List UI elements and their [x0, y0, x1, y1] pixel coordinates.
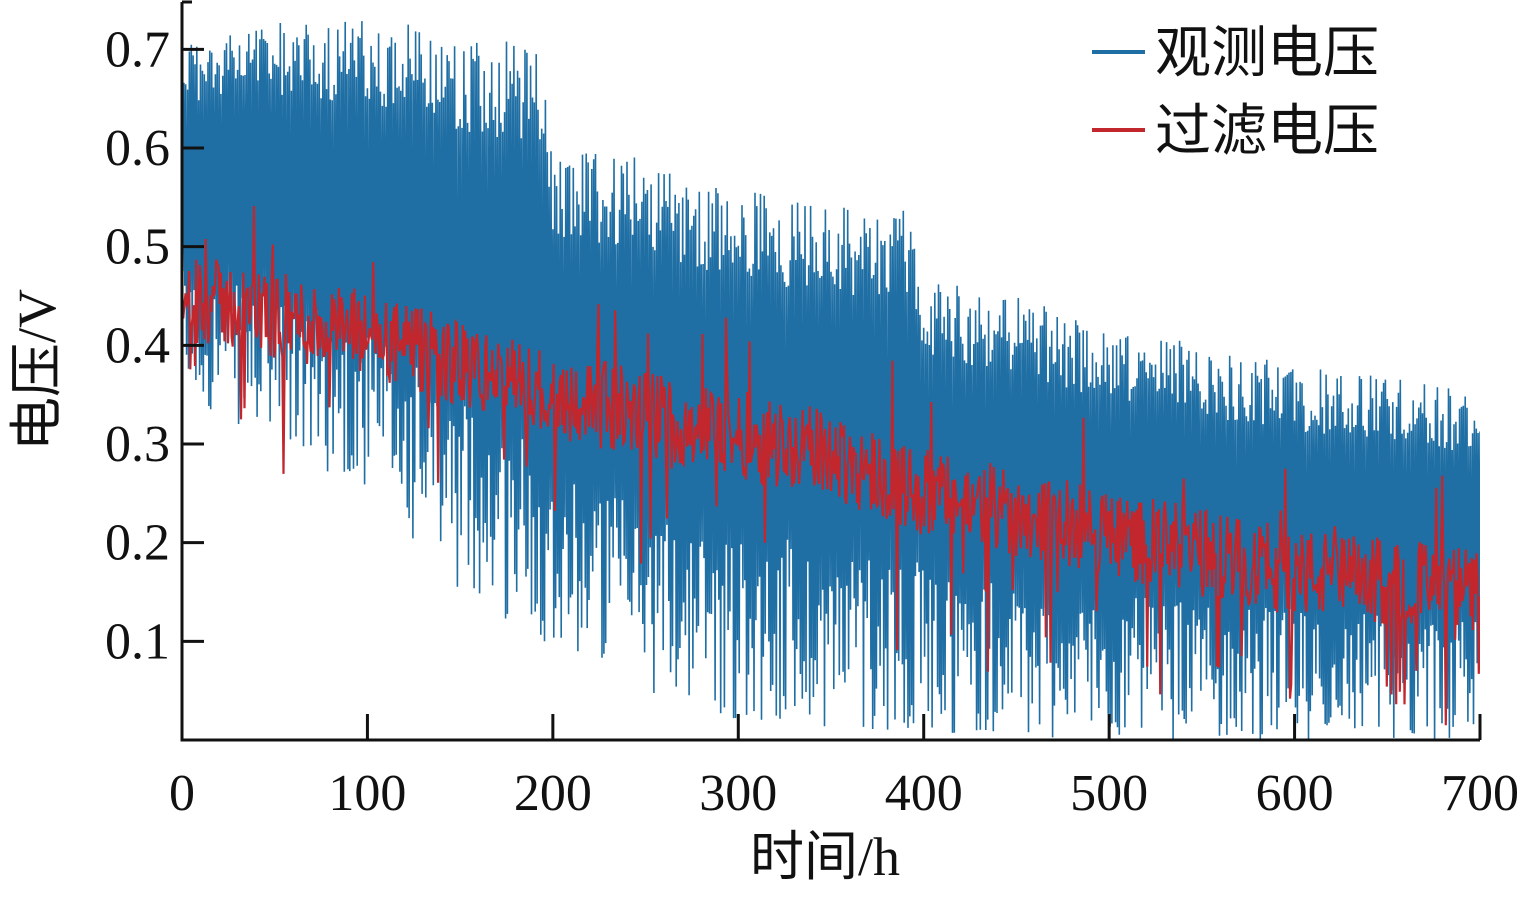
y-tick-label: 0.6 — [105, 120, 170, 177]
x-tick-label: 600 — [1256, 765, 1334, 822]
x-tick-label: 0 — [169, 765, 195, 822]
series-line-observed — [182, 21, 1480, 740]
x-axis-title: 时间/h — [750, 827, 900, 887]
x-tick-label: 200 — [514, 765, 592, 822]
y-tick-label: 0.3 — [105, 416, 170, 473]
y-tick-label: 0.7 — [105, 21, 170, 78]
legend-label: 观测电压 — [1155, 21, 1379, 86]
y-tick-label: 0.5 — [105, 219, 170, 276]
series-line-filtered — [182, 205, 1480, 726]
y-tick-label: 0.1 — [105, 613, 170, 670]
x-tick-label: 700 — [1441, 765, 1519, 822]
y-tick-label: 0.2 — [105, 515, 170, 572]
x-tick-label: 400 — [885, 765, 963, 822]
y-tick-label: 0.4 — [105, 317, 170, 374]
x-tick-label: 100 — [328, 765, 406, 822]
y-axis-title: 电压/V — [7, 289, 67, 451]
legend-label: 过滤电压 — [1155, 99, 1379, 164]
x-tick-label: 500 — [1070, 765, 1148, 822]
x-tick-label: 300 — [699, 765, 777, 822]
